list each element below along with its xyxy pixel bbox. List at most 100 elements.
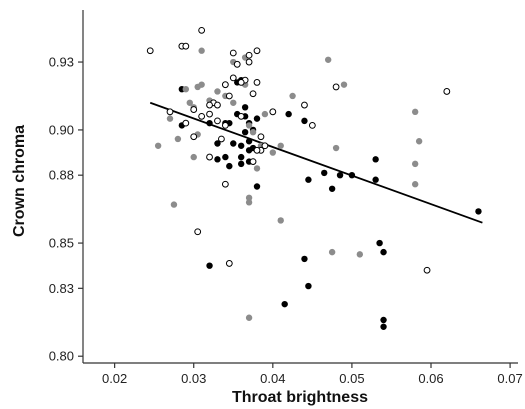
- black-point: [253, 183, 261, 190]
- black-point: [206, 119, 213, 127]
- open-point: [245, 51, 253, 59]
- gray-point: [277, 142, 284, 149]
- open-point: [221, 180, 229, 188]
- open-point: [308, 122, 316, 129]
- gray-point: [154, 142, 162, 149]
- open-point: [225, 260, 233, 267]
- black-point: [328, 185, 336, 192]
- x-tick-label: 0.05: [339, 371, 364, 386]
- open-point: [253, 146, 261, 154]
- open-point: [182, 42, 190, 50]
- gray-point: [356, 251, 364, 258]
- open-point: [237, 112, 245, 120]
- open-point: [198, 112, 206, 120]
- open-point: [249, 158, 257, 166]
- open-point: [261, 142, 269, 150]
- gray-point: [245, 314, 253, 321]
- gray-point: [289, 92, 296, 100]
- open-point: [423, 266, 431, 274]
- black-point: [372, 156, 379, 163]
- x-axis-title: Throat brightness: [232, 389, 368, 406]
- black-point: [348, 171, 356, 179]
- gray-point: [261, 110, 269, 118]
- open-point: [218, 135, 225, 143]
- gray-point: [174, 135, 182, 143]
- open-point: [229, 74, 237, 82]
- y-tick-label: 0.90: [49, 122, 74, 137]
- gray-point: [166, 115, 174, 122]
- gray-point: [340, 81, 348, 88]
- open-point: [229, 49, 237, 57]
- black-point: [380, 248, 387, 256]
- gray-point: [253, 165, 261, 172]
- gray-point: [324, 56, 332, 63]
- y-tick-label: 0.88: [49, 168, 74, 183]
- black-point: [321, 169, 328, 177]
- gray-point: [245, 122, 253, 129]
- gray-point: [245, 194, 253, 202]
- gray-point: [190, 153, 197, 161]
- y-tick-label: 0.85: [49, 236, 74, 251]
- open-point: [182, 119, 190, 127]
- gray-point: [277, 217, 284, 224]
- black-point: [241, 128, 249, 136]
- gray-point: [411, 181, 419, 188]
- gray-point: [198, 47, 205, 54]
- open-point: [198, 26, 206, 34]
- open-point: [225, 92, 233, 100]
- gray-point: [411, 160, 419, 168]
- black-point: [237, 142, 245, 149]
- open-point: [249, 90, 257, 98]
- black-point: [305, 176, 312, 183]
- x-tick-label: 0.04: [260, 371, 285, 386]
- black-point: [226, 162, 233, 170]
- open-point: [253, 47, 261, 55]
- open-point: [166, 108, 174, 116]
- open-point: [221, 122, 229, 129]
- gray-point: [186, 99, 193, 106]
- trend-line-group: [149, 101, 483, 224]
- open-point: [237, 79, 245, 86]
- points-group: [146, 26, 482, 330]
- x-tick-label: 0.06: [418, 371, 443, 386]
- open-point: [332, 83, 340, 91]
- black-point: [380, 316, 387, 324]
- y-tick-label: 0.93: [49, 55, 74, 70]
- black-point: [241, 104, 249, 111]
- y-axis-title: Crown chroma: [11, 125, 28, 237]
- black-point: [206, 262, 213, 269]
- black-point: [245, 147, 253, 154]
- open-point: [257, 133, 265, 141]
- black-point: [237, 153, 245, 161]
- ticks: 0.02 0.03 0.04 0.05 0.06 0.07 0.80 0.83 0.85 0.88…: [49, 55, 523, 386]
- gray-point: [249, 128, 257, 136]
- black-point: [301, 255, 308, 263]
- black-point: [336, 171, 344, 179]
- open-point: [206, 101, 213, 109]
- open-point: [269, 108, 277, 116]
- gray-point: [328, 248, 336, 256]
- black-point: [380, 323, 387, 330]
- gray-point: [214, 88, 221, 95]
- x-tick-label: 0.03: [181, 371, 206, 386]
- black-point: [222, 153, 229, 161]
- open-point: [206, 153, 213, 161]
- x-tick-label: 0.02: [102, 371, 127, 386]
- black-point: [245, 138, 253, 145]
- black-point: [230, 140, 237, 147]
- open-point: [245, 58, 253, 66]
- open-point: [190, 133, 198, 141]
- black-point: [281, 300, 288, 308]
- open-point: [221, 81, 229, 89]
- black-point: [237, 160, 245, 168]
- open-point: [194, 228, 202, 236]
- black-point: [305, 282, 312, 290]
- open-point: [146, 47, 154, 55]
- black-point: [285, 110, 292, 118]
- y-tick-label: 0.83: [49, 281, 74, 296]
- axes: [82, 10, 518, 364]
- gray-point: [411, 108, 419, 116]
- open-point: [253, 79, 261, 86]
- black-point: [376, 239, 383, 247]
